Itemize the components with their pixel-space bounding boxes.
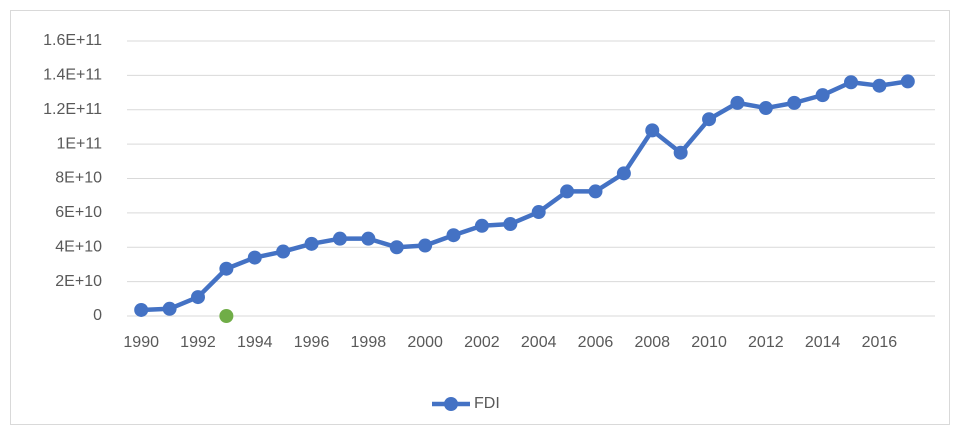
data-point bbox=[190, 290, 205, 305]
x-tick-label: 2016 bbox=[862, 334, 898, 351]
data-point bbox=[588, 184, 603, 199]
data-point bbox=[844, 75, 859, 90]
data-point bbox=[673, 145, 688, 160]
x-tick-label: 2008 bbox=[634, 334, 670, 351]
legend-marker bbox=[444, 397, 458, 411]
y-tick-label: 8E+10 bbox=[55, 170, 102, 187]
x-tick-label: 2010 bbox=[691, 334, 727, 351]
y-tick-label: 0 bbox=[93, 307, 102, 324]
x-tick-label: 2004 bbox=[521, 334, 557, 351]
data-point bbox=[219, 261, 234, 276]
data-point bbox=[616, 166, 631, 181]
x-tick-label: 1998 bbox=[351, 334, 387, 351]
chart-border bbox=[10, 10, 950, 425]
data-point bbox=[787, 95, 802, 110]
data-point bbox=[134, 302, 149, 317]
data-point bbox=[872, 78, 887, 93]
data-point bbox=[332, 231, 347, 246]
data-point bbox=[446, 228, 461, 243]
x-tick-label: 1996 bbox=[294, 334, 330, 351]
data-point bbox=[361, 231, 376, 246]
x-tick-label: 1994 bbox=[237, 334, 273, 351]
x-tick-label: 1992 bbox=[180, 334, 216, 351]
data-point bbox=[389, 240, 404, 255]
x-tick-label: 2006 bbox=[578, 334, 614, 351]
data-point bbox=[304, 236, 319, 251]
data-point bbox=[702, 112, 717, 127]
x-tick-label: 2014 bbox=[805, 334, 841, 351]
data-point bbox=[162, 301, 177, 316]
data-point bbox=[247, 250, 262, 265]
data-point bbox=[474, 218, 489, 233]
y-tick-label: 2E+10 bbox=[55, 273, 102, 290]
data-point bbox=[418, 238, 433, 253]
y-tick-label: 1E+11 bbox=[56, 135, 102, 152]
x-tick-label: 2000 bbox=[407, 334, 443, 351]
y-tick-label: 1.6E+11 bbox=[43, 32, 102, 49]
data-point bbox=[730, 95, 745, 110]
y-tick-label: 4E+10 bbox=[55, 238, 102, 255]
data-point bbox=[560, 184, 575, 199]
x-tick-label: 2012 bbox=[748, 334, 784, 351]
data-point bbox=[645, 123, 660, 138]
y-tick-label: 1.4E+11 bbox=[43, 67, 102, 84]
data-point bbox=[503, 217, 518, 232]
data-point bbox=[900, 74, 915, 89]
x-tick-label: 1990 bbox=[123, 334, 159, 351]
data-point bbox=[815, 88, 830, 103]
data-point bbox=[276, 244, 291, 259]
x-tick-label: 2002 bbox=[464, 334, 500, 351]
series-line bbox=[141, 79, 909, 313]
data-point bbox=[531, 205, 546, 220]
y-tick-label: 1.2E+11 bbox=[43, 101, 102, 118]
data-point bbox=[758, 101, 773, 116]
y-tick-label: 6E+10 bbox=[55, 204, 102, 221]
legend-label: FDI bbox=[474, 395, 500, 412]
data-point bbox=[219, 309, 234, 323]
